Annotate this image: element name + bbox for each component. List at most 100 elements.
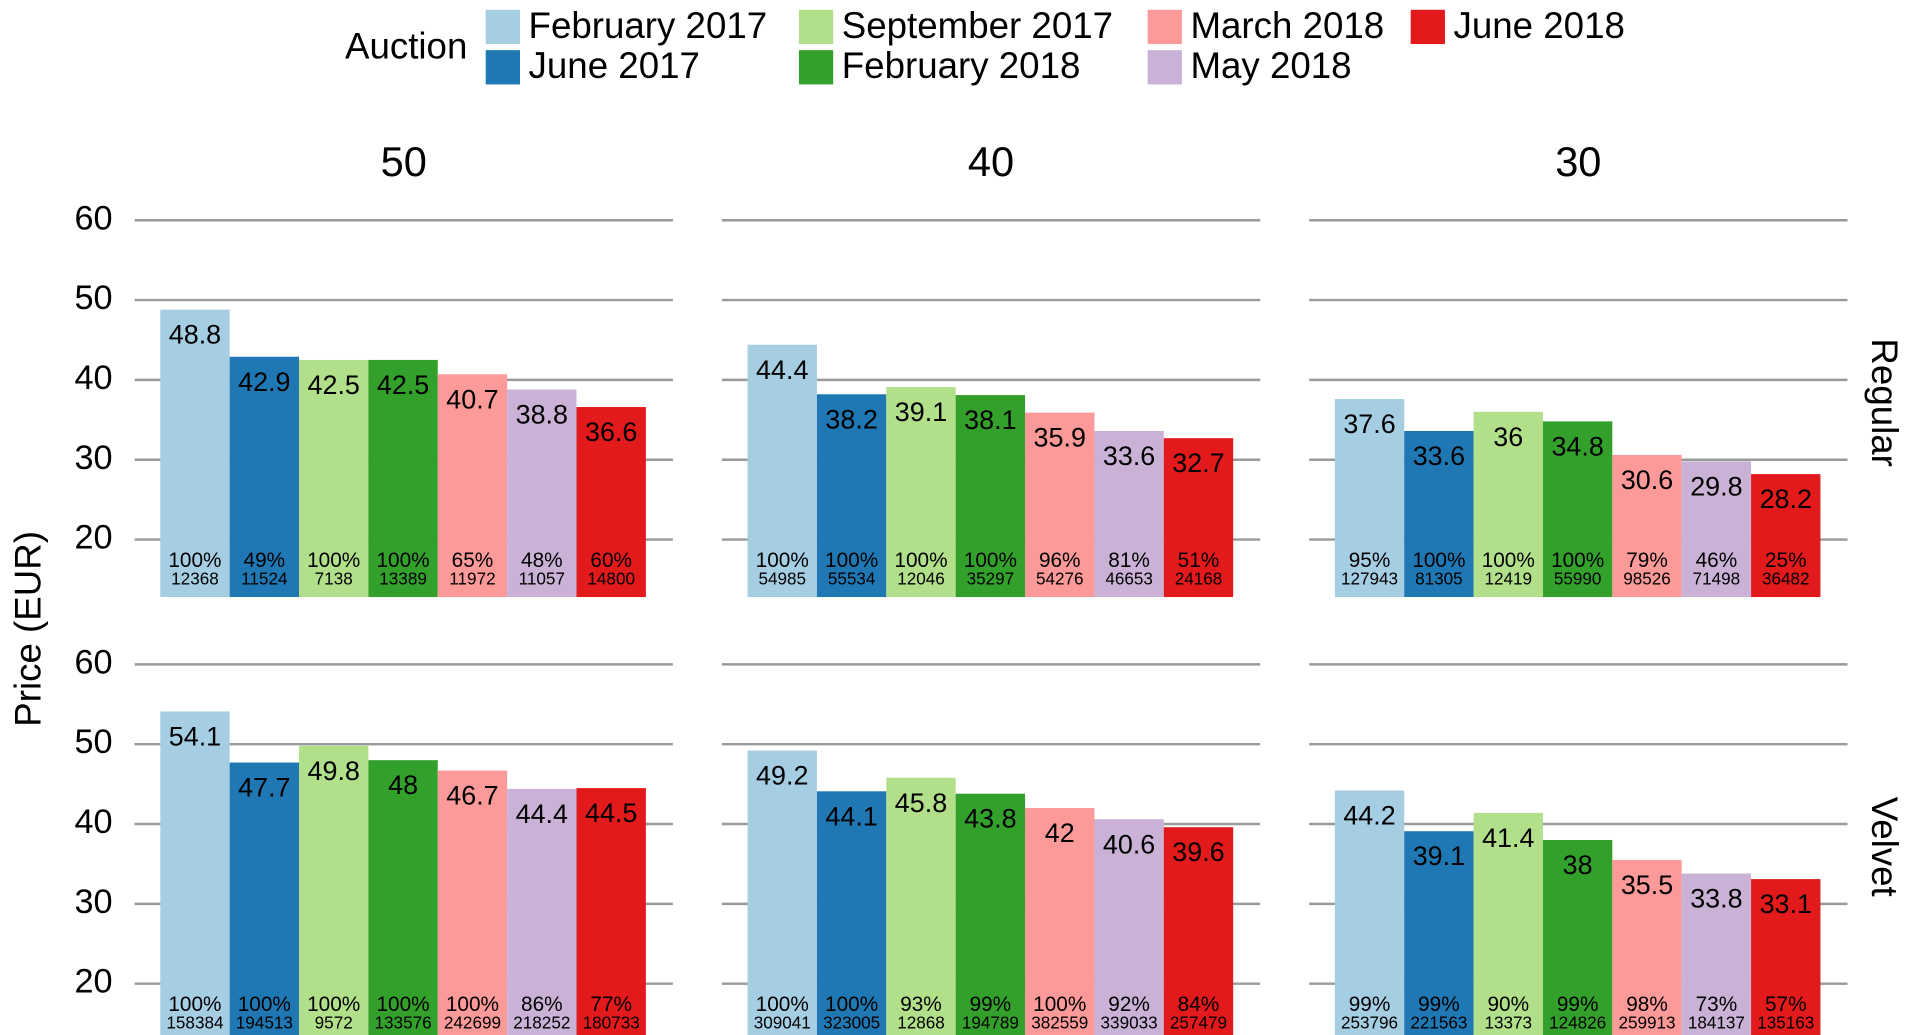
count-label: 253796 bbox=[1341, 1014, 1398, 1033]
legend-label: February 2017 bbox=[529, 5, 768, 46]
bar bbox=[1094, 430, 1164, 598]
bar bbox=[576, 407, 646, 598]
count-label: 382559 bbox=[1031, 1014, 1088, 1033]
value-label: 44.2 bbox=[1343, 801, 1395, 831]
count-label: 124826 bbox=[1549, 1014, 1606, 1033]
bar bbox=[1612, 859, 1682, 1035]
share-label: 100% bbox=[1412, 549, 1465, 572]
share-label: 100% bbox=[377, 993, 430, 1016]
count-label: 323005 bbox=[823, 1014, 880, 1033]
count-label: 9572 bbox=[315, 1014, 353, 1033]
share-label: 99% bbox=[1349, 993, 1391, 1016]
count-label: 218252 bbox=[513, 1014, 570, 1033]
legend-label: June 2017 bbox=[529, 45, 700, 86]
bar bbox=[507, 389, 577, 598]
facet-column-label: 40 bbox=[968, 138, 1014, 185]
share-label: 100% bbox=[307, 549, 360, 572]
value-label: 42.5 bbox=[377, 370, 429, 400]
share-label: 100% bbox=[756, 549, 809, 572]
share-label: 86% bbox=[521, 993, 563, 1016]
share-label: 100% bbox=[1551, 549, 1604, 572]
bar bbox=[1542, 421, 1613, 598]
bar bbox=[816, 791, 887, 1035]
share-label: 65% bbox=[452, 549, 494, 572]
count-label: 35297 bbox=[967, 569, 1015, 588]
bar bbox=[1094, 819, 1164, 1035]
value-label: 38 bbox=[1563, 850, 1593, 880]
count-label: 55534 bbox=[828, 569, 876, 588]
bar bbox=[1681, 461, 1752, 598]
count-label: 12419 bbox=[1484, 569, 1532, 588]
legend-title: Auction bbox=[345, 26, 467, 67]
bar bbox=[160, 309, 230, 598]
share-label: 100% bbox=[307, 993, 360, 1016]
share-label: 48% bbox=[521, 549, 563, 572]
value-label: 30.6 bbox=[1621, 465, 1673, 495]
value-label: 33.8 bbox=[1690, 884, 1742, 914]
value-label: 54.1 bbox=[169, 721, 221, 751]
facet-row-label: Regular bbox=[1864, 338, 1905, 466]
y-tick-label: 30 bbox=[74, 439, 112, 477]
share-label: 100% bbox=[964, 549, 1017, 572]
share-label: 100% bbox=[825, 549, 878, 572]
count-label: 11057 bbox=[519, 569, 565, 588]
value-label: 37.6 bbox=[1343, 409, 1395, 439]
value-label: 42 bbox=[1045, 818, 1075, 848]
legend-label: June 2018 bbox=[1454, 5, 1625, 46]
bar bbox=[1473, 812, 1543, 1035]
share-label: 77% bbox=[590, 993, 632, 1016]
count-label: 11524 bbox=[241, 569, 288, 588]
share-label: 46% bbox=[1696, 549, 1738, 572]
share-label: 51% bbox=[1178, 549, 1220, 572]
share-label: 92% bbox=[1108, 993, 1150, 1016]
count-label: 12868 bbox=[897, 1014, 945, 1033]
count-label: 257479 bbox=[1170, 1014, 1227, 1033]
count-label: 194513 bbox=[236, 1014, 293, 1033]
share-label: 96% bbox=[1039, 549, 1081, 572]
share-label: 100% bbox=[168, 549, 221, 572]
value-label: 35.5 bbox=[1621, 870, 1673, 900]
y-tick-label: 40 bbox=[74, 803, 112, 841]
count-label: 13389 bbox=[379, 569, 427, 588]
count-label: 71498 bbox=[1693, 569, 1741, 588]
value-label: 39.6 bbox=[1172, 837, 1224, 867]
facet-column-label: 30 bbox=[1555, 138, 1601, 185]
count-label: 158384 bbox=[166, 1014, 224, 1033]
value-label: 36.6 bbox=[585, 417, 637, 447]
bar bbox=[368, 359, 438, 598]
count-label: 55990 bbox=[1554, 569, 1602, 588]
count-label: 242699 bbox=[444, 1014, 501, 1033]
value-label: 43.8 bbox=[964, 804, 1016, 834]
count-label: 12046 bbox=[897, 569, 945, 588]
y-tick-label: 20 bbox=[74, 519, 112, 557]
share-label: 49% bbox=[244, 549, 286, 572]
bar bbox=[299, 745, 369, 1035]
legend-label: February 2018 bbox=[842, 45, 1081, 86]
share-label: 25% bbox=[1765, 549, 1807, 572]
bar bbox=[1334, 790, 1405, 1035]
value-label: 41.4 bbox=[1482, 823, 1534, 853]
y-tick-label: 60 bbox=[74, 643, 112, 681]
bar bbox=[229, 762, 300, 1035]
share-label: 60% bbox=[590, 549, 632, 572]
value-label: 47.7 bbox=[238, 773, 290, 803]
count-label: 184137 bbox=[1688, 1014, 1745, 1033]
y-tick-label: 20 bbox=[74, 963, 112, 1001]
value-label: 44.4 bbox=[756, 355, 808, 385]
value-label: 32.7 bbox=[1172, 448, 1224, 478]
share-label: 90% bbox=[1487, 993, 1529, 1016]
bar bbox=[816, 394, 887, 598]
bar bbox=[576, 788, 646, 1035]
count-label: 36482 bbox=[1762, 569, 1810, 588]
legend-swatch bbox=[485, 9, 520, 45]
value-label: 29.8 bbox=[1690, 471, 1742, 501]
count-label: 180733 bbox=[583, 1014, 640, 1033]
share-label: 100% bbox=[168, 993, 221, 1016]
bar bbox=[1751, 879, 1821, 1035]
bar bbox=[1025, 808, 1095, 1035]
bar bbox=[1025, 412, 1095, 598]
bar bbox=[1612, 454, 1682, 598]
bar bbox=[1163, 438, 1234, 598]
